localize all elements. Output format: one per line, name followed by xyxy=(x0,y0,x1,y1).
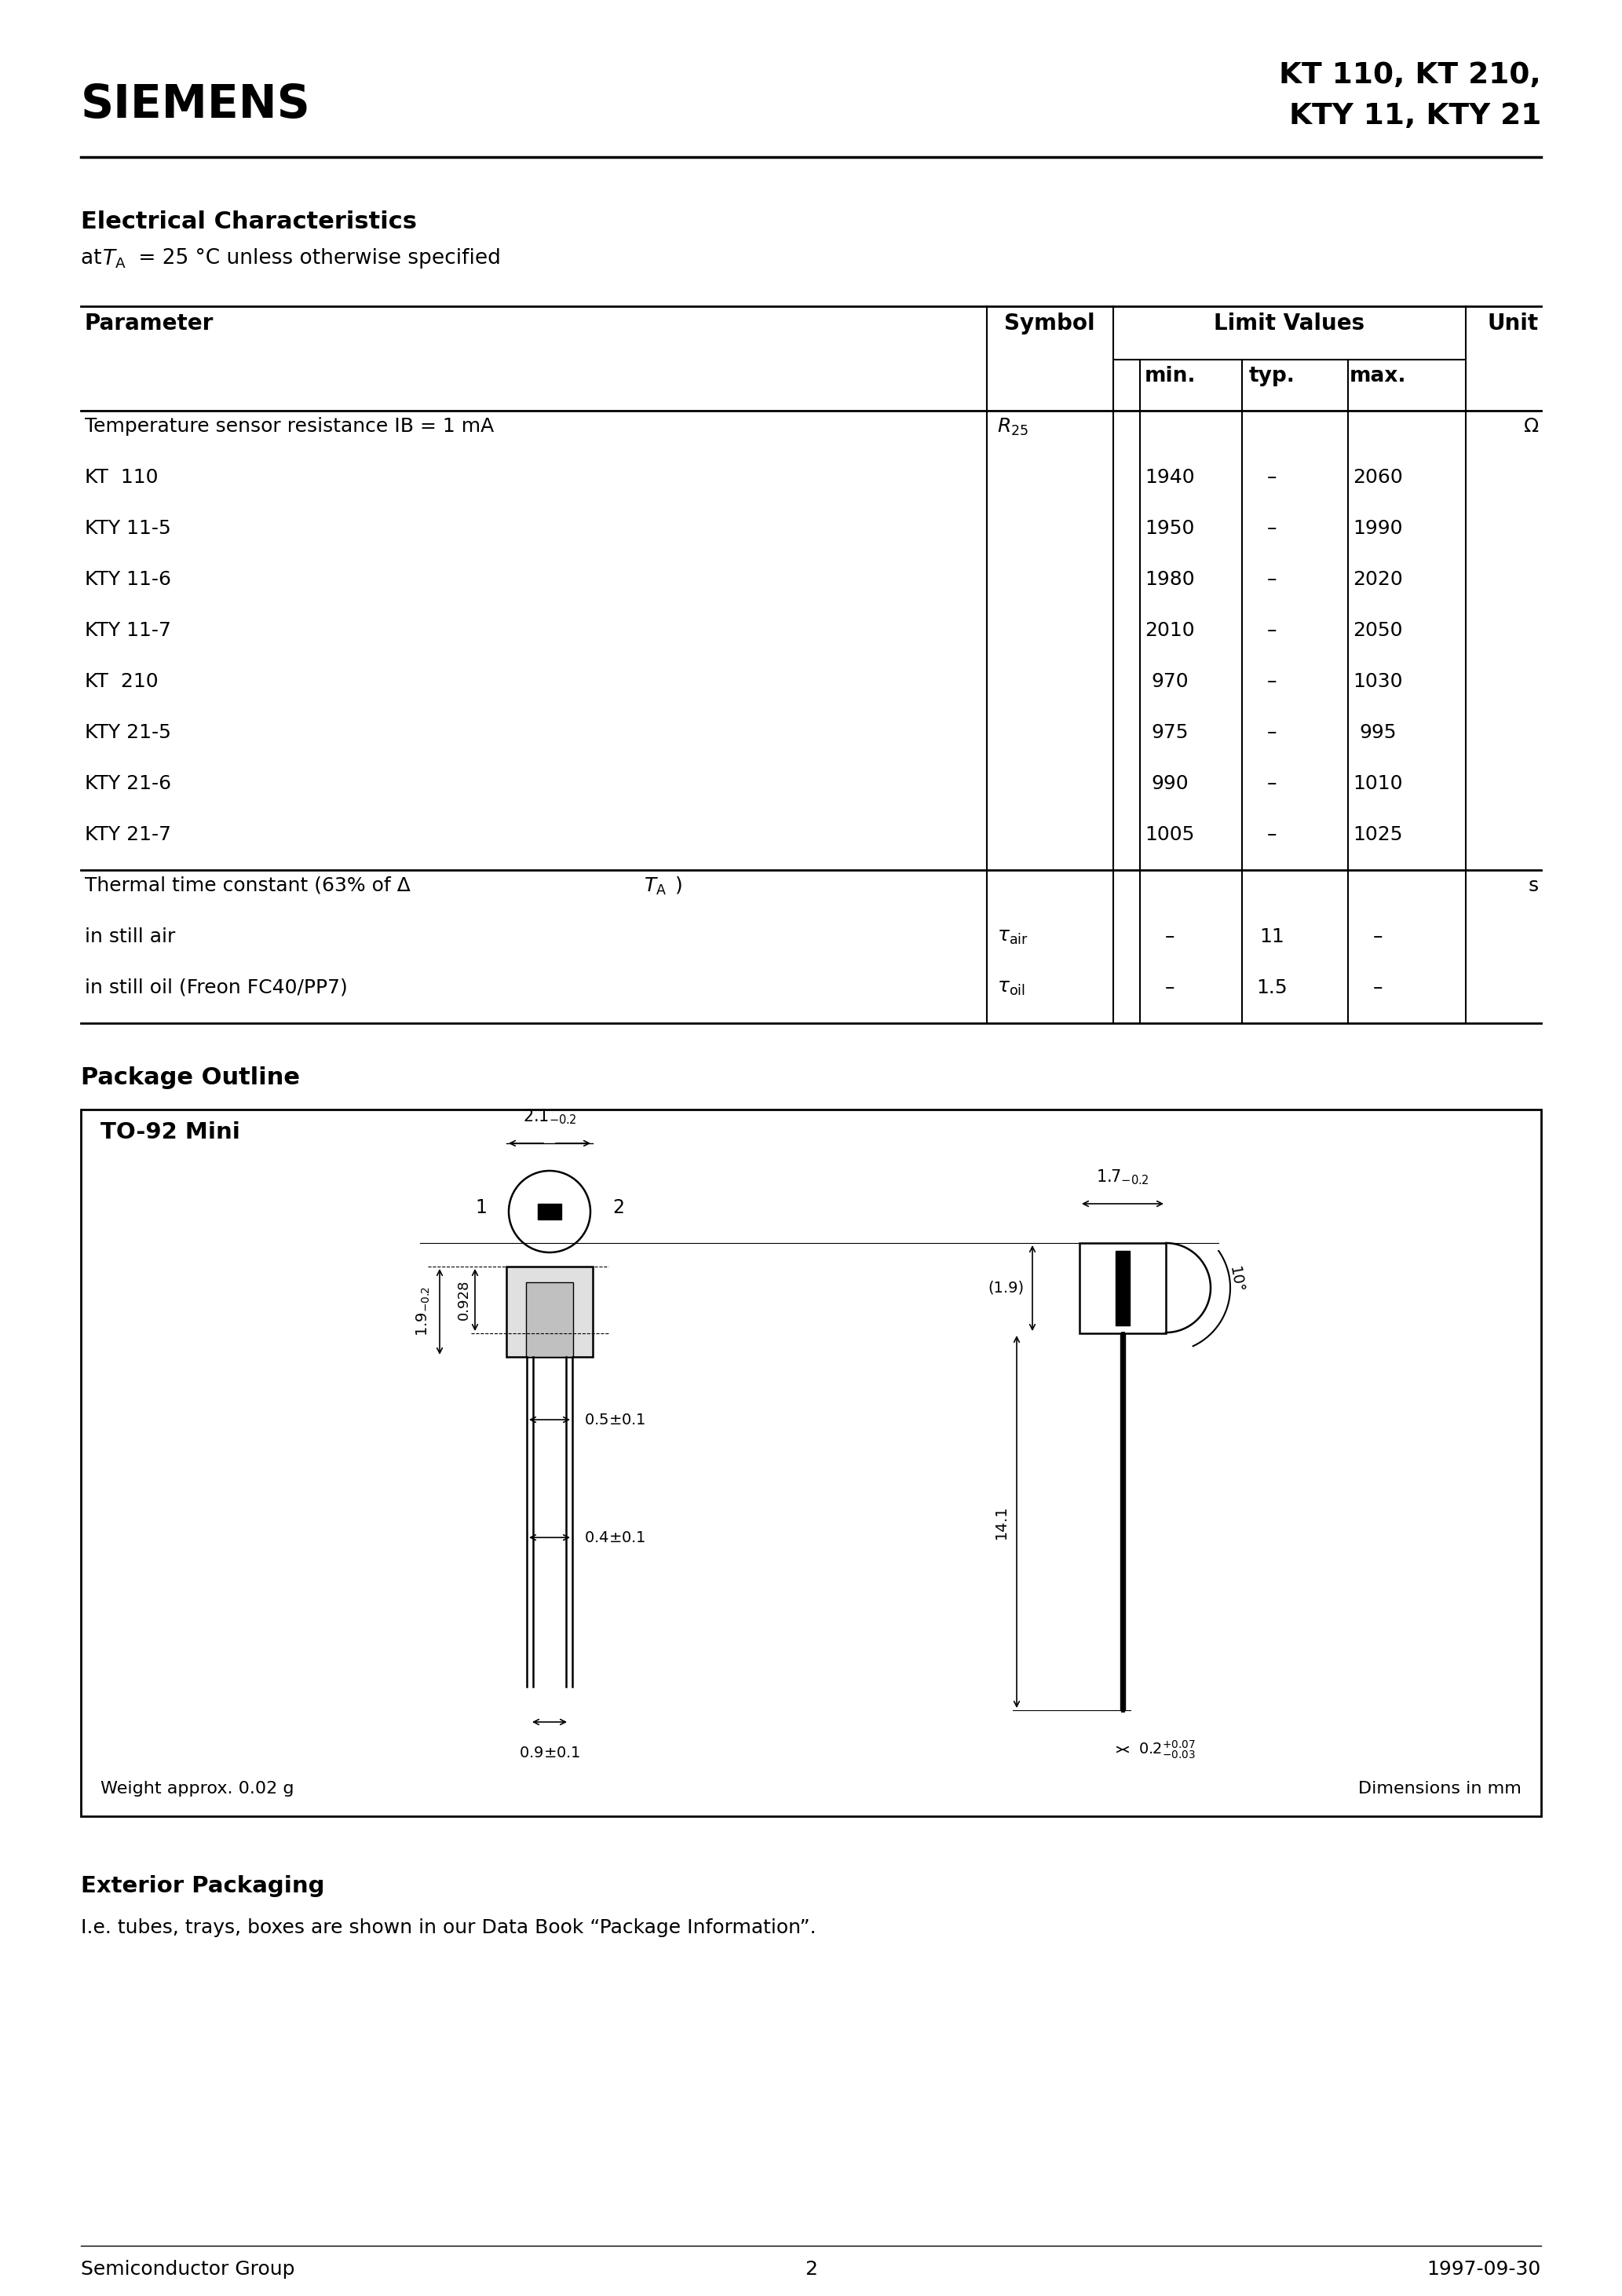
Text: max.: max. xyxy=(1350,365,1406,386)
Text: 0.928: 0.928 xyxy=(457,1279,470,1320)
Bar xyxy=(526,1281,573,1357)
Text: 1: 1 xyxy=(475,1199,487,1217)
Text: KTY 21-6: KTY 21-6 xyxy=(84,774,172,792)
Text: 10°: 10° xyxy=(1226,1265,1246,1295)
Text: TO-92 Mini: TO-92 Mini xyxy=(101,1120,240,1143)
Text: Unit: Unit xyxy=(1487,312,1539,335)
Text: Exterior Packaging: Exterior Packaging xyxy=(81,1876,324,1896)
Text: I.e. tubes, trays, boxes are shown in our Data Book “Package Information”.: I.e. tubes, trays, boxes are shown in ou… xyxy=(81,1917,816,1938)
Text: Semiconductor Group: Semiconductor Group xyxy=(81,2259,295,2278)
Text: 975: 975 xyxy=(1152,723,1189,742)
Text: –: – xyxy=(1267,723,1277,742)
Bar xyxy=(81,1109,1541,1816)
Text: 1030: 1030 xyxy=(1353,673,1403,691)
Text: KTY 11, KTY 21: KTY 11, KTY 21 xyxy=(1289,101,1541,131)
Text: Limit Values: Limit Values xyxy=(1213,312,1364,335)
Text: 1005: 1005 xyxy=(1145,824,1195,845)
Text: = 25 °C unless otherwise specified: = 25 °C unless otherwise specified xyxy=(131,248,501,269)
Text: s: s xyxy=(1528,877,1539,895)
Text: Symbol: Symbol xyxy=(1004,312,1095,335)
Text: 1997-09-30: 1997-09-30 xyxy=(1427,2259,1541,2278)
Text: –: – xyxy=(1267,622,1277,641)
Text: 1990: 1990 xyxy=(1353,519,1403,537)
Text: in still oil (Freon FC40/PP7): in still oil (Freon FC40/PP7) xyxy=(84,978,347,996)
Text: 970: 970 xyxy=(1152,673,1189,691)
Text: KTY 11-5: KTY 11-5 xyxy=(84,519,170,537)
Text: 2: 2 xyxy=(613,1199,624,1217)
Text: $T_{\rm A}$: $T_{\rm A}$ xyxy=(102,248,127,271)
Text: in still air: in still air xyxy=(84,928,175,946)
Bar xyxy=(527,1472,534,1495)
Text: –: – xyxy=(1267,468,1277,487)
Text: KTY 11-7: KTY 11-7 xyxy=(84,622,170,641)
Text: 2010: 2010 xyxy=(1145,622,1195,641)
Text: 0.2$^{+0.07}_{-0.03}$: 0.2$^{+0.07}_{-0.03}$ xyxy=(1139,1738,1195,1761)
Bar xyxy=(566,1472,573,1495)
Text: KTY 11-6: KTY 11-6 xyxy=(84,569,172,588)
Text: 0.9$\pm$0.1: 0.9$\pm$0.1 xyxy=(519,1745,581,1761)
Text: 1940: 1940 xyxy=(1145,468,1195,487)
Text: Ω: Ω xyxy=(1523,418,1539,436)
Text: –: – xyxy=(1372,978,1382,996)
Text: $\tau_{\rm air}$: $\tau_{\rm air}$ xyxy=(998,928,1028,946)
Text: KT  210: KT 210 xyxy=(84,673,159,691)
Text: KT  110: KT 110 xyxy=(84,468,159,487)
Text: ): ) xyxy=(675,877,683,895)
Text: Electrical Characteristics: Electrical Characteristics xyxy=(81,211,417,234)
Text: $\tau_{\rm oil}$: $\tau_{\rm oil}$ xyxy=(998,978,1025,996)
Text: 1.7$_{-0.2}$: 1.7$_{-0.2}$ xyxy=(1096,1169,1148,1187)
Bar xyxy=(1080,1242,1166,1334)
Text: –: – xyxy=(1165,978,1174,996)
Text: $T_{\rm A}$: $T_{\rm A}$ xyxy=(644,877,667,898)
Text: 2.1$_{-0.2}$: 2.1$_{-0.2}$ xyxy=(522,1107,576,1125)
Text: 1.9$_{-0.2}$: 1.9$_{-0.2}$ xyxy=(415,1286,431,1336)
Text: Temperature sensor resistance IB = 1 mA: Temperature sensor resistance IB = 1 mA xyxy=(84,418,495,436)
Bar xyxy=(1116,1251,1131,1325)
Text: KT 110, KT 210,: KT 110, KT 210, xyxy=(1280,62,1541,90)
Text: 1.5: 1.5 xyxy=(1257,978,1288,996)
Text: 2050: 2050 xyxy=(1353,622,1403,641)
Text: 14.1: 14.1 xyxy=(994,1504,1009,1538)
Text: –: – xyxy=(1267,774,1277,792)
Text: –: – xyxy=(1267,519,1277,537)
Bar xyxy=(539,1203,561,1219)
Text: Dimensions in mm: Dimensions in mm xyxy=(1358,1782,1521,1795)
Text: Weight approx. 0.02 g: Weight approx. 0.02 g xyxy=(101,1782,294,1795)
Text: min.: min. xyxy=(1144,365,1195,386)
Text: 2020: 2020 xyxy=(1353,569,1403,588)
Text: –: – xyxy=(1267,673,1277,691)
Text: 1010: 1010 xyxy=(1353,774,1403,792)
Text: KTY 21-7: KTY 21-7 xyxy=(84,824,172,845)
Text: 995: 995 xyxy=(1359,723,1397,742)
Text: 1980: 1980 xyxy=(1145,569,1195,588)
Text: 2060: 2060 xyxy=(1353,468,1403,487)
Text: 0.4$\pm$0.1: 0.4$\pm$0.1 xyxy=(584,1529,646,1545)
Text: 1950: 1950 xyxy=(1145,519,1195,537)
Text: at: at xyxy=(81,248,109,269)
Bar xyxy=(506,1267,592,1357)
Text: Thermal time constant (63% of Δ: Thermal time constant (63% of Δ xyxy=(84,877,410,895)
Text: SIEMENS: SIEMENS xyxy=(81,83,311,126)
Text: $R_{25}$: $R_{25}$ xyxy=(998,418,1028,439)
Text: typ.: typ. xyxy=(1249,365,1294,386)
Text: 990: 990 xyxy=(1152,774,1189,792)
Text: –: – xyxy=(1267,569,1277,588)
Text: 1025: 1025 xyxy=(1353,824,1403,845)
Text: 0.5$\pm$0.1: 0.5$\pm$0.1 xyxy=(584,1412,646,1428)
Text: –: – xyxy=(1267,824,1277,845)
Text: KTY 21-5: KTY 21-5 xyxy=(84,723,170,742)
Text: –: – xyxy=(1165,928,1174,946)
Text: Package Outline: Package Outline xyxy=(81,1065,300,1088)
Text: 11: 11 xyxy=(1259,928,1285,946)
Text: 2: 2 xyxy=(805,2259,817,2278)
Text: (1.9): (1.9) xyxy=(988,1281,1025,1295)
Text: –: – xyxy=(1372,928,1382,946)
Text: Parameter: Parameter xyxy=(84,312,214,335)
